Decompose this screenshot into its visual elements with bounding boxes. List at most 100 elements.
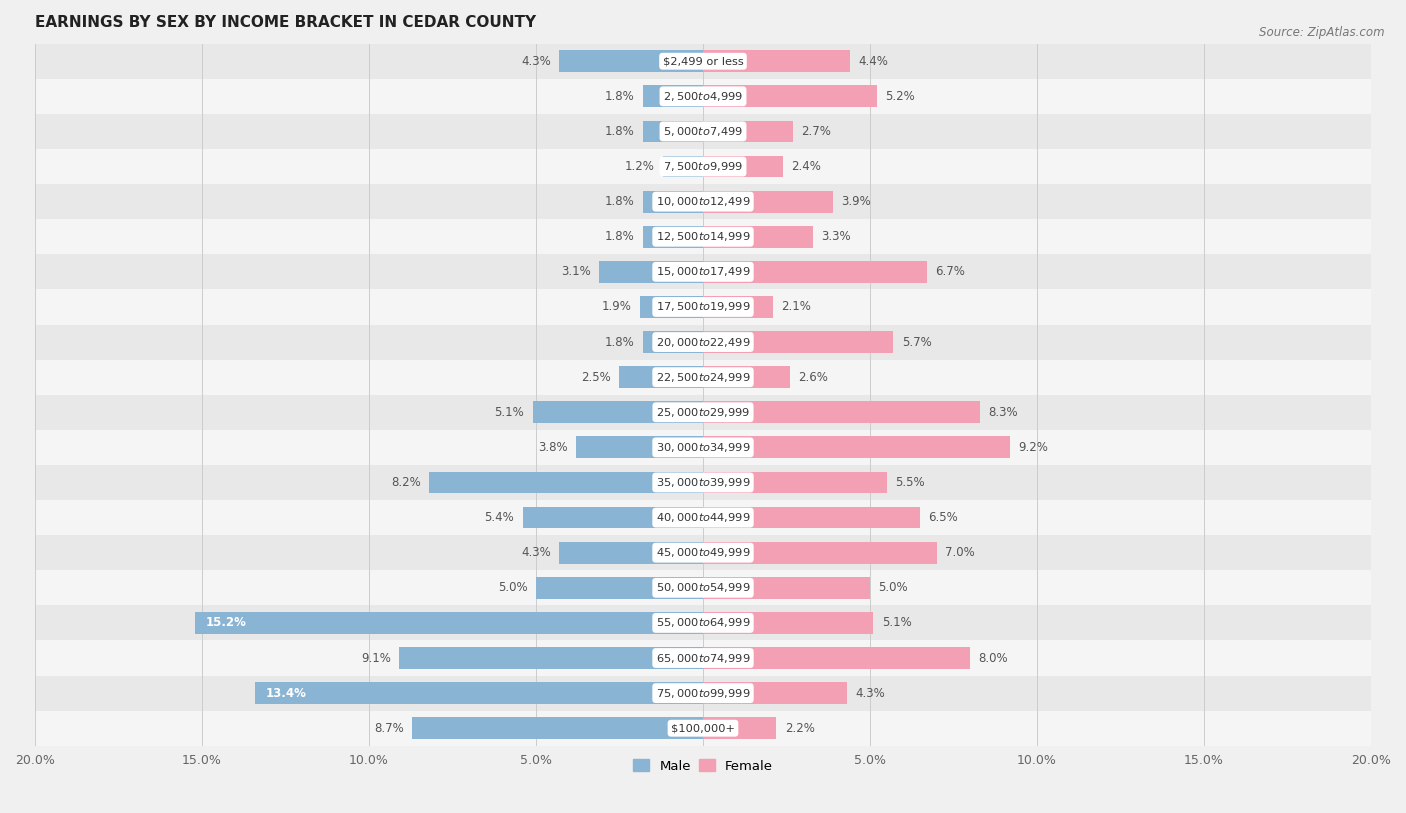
Bar bbox=[643, 120, 703, 142]
Text: 3.8%: 3.8% bbox=[538, 441, 568, 454]
Text: 1.2%: 1.2% bbox=[624, 160, 655, 173]
Bar bbox=[35, 149, 1371, 184]
Text: 7.0%: 7.0% bbox=[945, 546, 974, 559]
Text: $25,000 to $29,999: $25,000 to $29,999 bbox=[655, 406, 751, 419]
Text: $75,000 to $99,999: $75,000 to $99,999 bbox=[655, 687, 751, 700]
Text: 3.9%: 3.9% bbox=[842, 195, 872, 208]
Bar bbox=[576, 437, 703, 459]
Bar bbox=[429, 472, 703, 493]
Text: 5.1%: 5.1% bbox=[882, 616, 911, 629]
Bar bbox=[643, 85, 703, 107]
Bar bbox=[703, 506, 920, 528]
Bar bbox=[35, 359, 1371, 395]
Text: 1.9%: 1.9% bbox=[602, 301, 631, 314]
Bar bbox=[35, 430, 1371, 465]
Text: $10,000 to $12,499: $10,000 to $12,499 bbox=[655, 195, 751, 208]
Bar bbox=[35, 500, 1371, 535]
Bar bbox=[620, 367, 703, 388]
Bar bbox=[35, 676, 1371, 711]
Bar bbox=[703, 682, 846, 704]
Text: 1.8%: 1.8% bbox=[605, 125, 634, 138]
Bar bbox=[35, 254, 1371, 289]
Text: 5.5%: 5.5% bbox=[896, 476, 925, 489]
Bar bbox=[643, 191, 703, 212]
Text: 2.4%: 2.4% bbox=[792, 160, 821, 173]
Text: $100,000+: $100,000+ bbox=[671, 724, 735, 733]
Bar bbox=[35, 711, 1371, 746]
Text: 5.1%: 5.1% bbox=[495, 406, 524, 419]
Bar bbox=[35, 114, 1371, 149]
Text: 8.3%: 8.3% bbox=[988, 406, 1018, 419]
Bar bbox=[703, 155, 783, 177]
Text: 8.0%: 8.0% bbox=[979, 651, 1008, 664]
Text: $22,500 to $24,999: $22,500 to $24,999 bbox=[655, 371, 751, 384]
Bar bbox=[703, 331, 893, 353]
Text: 8.2%: 8.2% bbox=[391, 476, 420, 489]
Text: 6.5%: 6.5% bbox=[928, 511, 959, 524]
Legend: Male, Female: Male, Female bbox=[627, 754, 779, 778]
Text: $40,000 to $44,999: $40,000 to $44,999 bbox=[655, 511, 751, 524]
Text: 4.3%: 4.3% bbox=[522, 54, 551, 67]
Bar bbox=[703, 402, 980, 423]
Text: 15.2%: 15.2% bbox=[205, 616, 246, 629]
Text: $50,000 to $54,999: $50,000 to $54,999 bbox=[655, 581, 751, 594]
Bar bbox=[703, 191, 834, 212]
Text: $35,000 to $39,999: $35,000 to $39,999 bbox=[655, 476, 751, 489]
Text: $30,000 to $34,999: $30,000 to $34,999 bbox=[655, 441, 751, 454]
Bar bbox=[536, 577, 703, 598]
Text: 1.8%: 1.8% bbox=[605, 89, 634, 102]
Text: $20,000 to $22,499: $20,000 to $22,499 bbox=[655, 336, 751, 349]
Text: 4.3%: 4.3% bbox=[855, 687, 884, 700]
Text: 5.7%: 5.7% bbox=[901, 336, 932, 349]
Bar bbox=[399, 647, 703, 669]
Bar bbox=[35, 220, 1371, 254]
Text: 1.8%: 1.8% bbox=[605, 336, 634, 349]
Text: 2.5%: 2.5% bbox=[582, 371, 612, 384]
Bar bbox=[523, 506, 703, 528]
Text: Source: ZipAtlas.com: Source: ZipAtlas.com bbox=[1260, 26, 1385, 39]
Bar bbox=[560, 541, 703, 563]
Bar bbox=[703, 472, 887, 493]
Bar bbox=[35, 606, 1371, 641]
Text: 2.6%: 2.6% bbox=[799, 371, 828, 384]
Text: 2.1%: 2.1% bbox=[782, 301, 811, 314]
Text: $17,500 to $19,999: $17,500 to $19,999 bbox=[655, 301, 751, 314]
Text: 3.1%: 3.1% bbox=[561, 265, 591, 278]
Bar bbox=[662, 155, 703, 177]
Text: 9.2%: 9.2% bbox=[1019, 441, 1049, 454]
Bar bbox=[35, 395, 1371, 430]
Text: 8.7%: 8.7% bbox=[374, 722, 404, 735]
Bar bbox=[35, 570, 1371, 606]
Bar bbox=[640, 296, 703, 318]
Bar bbox=[703, 437, 1011, 459]
Text: $5,000 to $7,499: $5,000 to $7,499 bbox=[664, 125, 742, 138]
Bar bbox=[35, 184, 1371, 220]
Bar bbox=[35, 641, 1371, 676]
Text: $12,500 to $14,999: $12,500 to $14,999 bbox=[655, 230, 751, 243]
Bar bbox=[35, 79, 1371, 114]
Text: 13.4%: 13.4% bbox=[266, 687, 307, 700]
Bar bbox=[195, 612, 703, 634]
Bar bbox=[256, 682, 703, 704]
Bar bbox=[703, 541, 936, 563]
Bar bbox=[560, 50, 703, 72]
Text: 5.0%: 5.0% bbox=[879, 581, 908, 594]
Text: 2.7%: 2.7% bbox=[801, 125, 831, 138]
Text: 5.4%: 5.4% bbox=[485, 511, 515, 524]
Bar bbox=[35, 289, 1371, 324]
Bar bbox=[643, 226, 703, 248]
Text: 5.0%: 5.0% bbox=[498, 581, 527, 594]
Bar bbox=[703, 50, 851, 72]
Text: $55,000 to $64,999: $55,000 to $64,999 bbox=[655, 616, 751, 629]
Bar bbox=[703, 612, 873, 634]
Text: $15,000 to $17,499: $15,000 to $17,499 bbox=[655, 265, 751, 278]
Bar bbox=[703, 226, 813, 248]
Bar bbox=[35, 44, 1371, 79]
Bar bbox=[703, 296, 773, 318]
Text: 6.7%: 6.7% bbox=[935, 265, 965, 278]
Text: 2.2%: 2.2% bbox=[785, 722, 814, 735]
Bar bbox=[599, 261, 703, 283]
Text: 4.3%: 4.3% bbox=[522, 546, 551, 559]
Text: 5.2%: 5.2% bbox=[884, 89, 915, 102]
Text: 1.8%: 1.8% bbox=[605, 195, 634, 208]
